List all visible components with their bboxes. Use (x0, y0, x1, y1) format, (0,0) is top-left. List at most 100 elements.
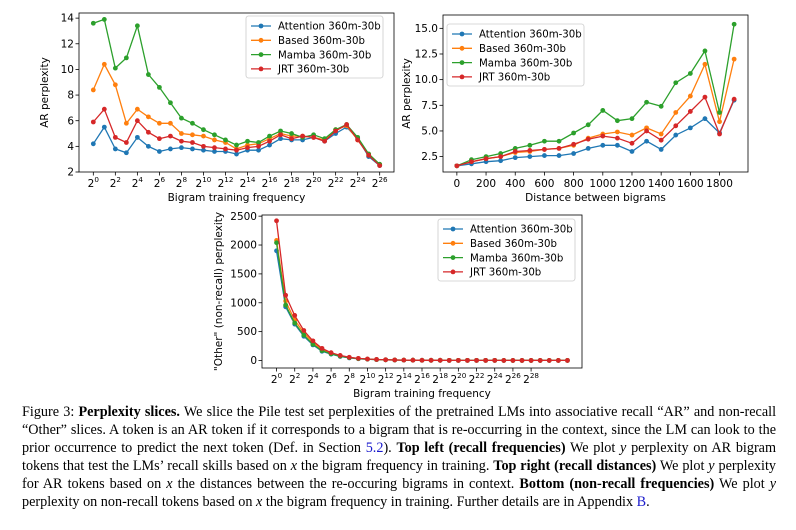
data-point (392, 357, 398, 363)
section-link[interactable]: 5.2 (365, 440, 384, 456)
data-point (465, 357, 470, 363)
x-tick-base: 2 (414, 374, 421, 386)
x-tick-label: 1600 (677, 178, 704, 190)
data-point (600, 133, 606, 139)
x-tick-label: 226 (372, 175, 388, 190)
x-tick-label: 600 (534, 178, 554, 190)
y-tick-label: 2000 (230, 240, 257, 252)
data-point (101, 17, 107, 22)
data-point (212, 145, 217, 151)
x-tick-label: 1000 (589, 178, 616, 190)
x-tick-base: 2 (487, 374, 494, 386)
data-point (112, 134, 118, 140)
legend: Attention 360m-30b Based 360m-30b Mamba 36… (446, 23, 585, 87)
data-point (687, 125, 693, 131)
caption-text: perplexity on AR bigram tokens that test… (22, 440, 777, 474)
x-tick-base: 2 (505, 374, 512, 386)
x-axis-label: Distance between bigrams (525, 192, 666, 204)
data-point (123, 55, 129, 61)
data-point (629, 116, 635, 122)
legend-label: JRT 360m-30b (469, 268, 541, 279)
caption-text: We plot (565, 440, 621, 456)
data-point (157, 120, 162, 126)
legend-label: Based 360m-30b (278, 36, 365, 47)
appendix-link[interactable]: B (636, 494, 647, 510)
x-tick-exponent: 4 (314, 371, 319, 380)
y-tick-label: 6 (67, 115, 74, 127)
x-tick-base: 2 (262, 178, 269, 190)
data-point (346, 354, 352, 360)
data-point (717, 131, 722, 137)
data-point (658, 131, 664, 137)
x-tick-exponent: 16 (421, 371, 431, 380)
data-point (319, 345, 325, 351)
data-point (542, 138, 547, 144)
data-point (311, 134, 316, 140)
y-axis-label: AR perplexity (401, 58, 413, 129)
data-point (501, 358, 507, 363)
legend: Attention 360m-30b Based 360m-30b Mamba 36… (437, 218, 576, 282)
legend-label: JRT 360m-30b (277, 65, 349, 76)
data-point (731, 21, 737, 27)
x-tick-label: 400 (505, 178, 525, 190)
data-point (278, 128, 283, 134)
x-tick-exponent: 28 (530, 371, 540, 380)
data-point (112, 82, 118, 88)
data-point (328, 350, 334, 356)
y-tick-label: 1000 (230, 297, 257, 309)
data-point (292, 313, 298, 318)
data-point (157, 149, 162, 154)
x-tick-exponent: 8 (182, 175, 187, 184)
data-point (455, 357, 461, 363)
data-point (717, 119, 722, 125)
x-tick-label: 220 (450, 371, 466, 386)
legend-swatch-marker (258, 52, 264, 57)
y-tick-label: 5.0 (421, 126, 438, 138)
legend-swatch-marker (450, 240, 456, 246)
series-jrt (274, 218, 570, 363)
data-point (498, 158, 504, 164)
data-point (283, 292, 289, 298)
data-point (673, 80, 679, 86)
x-tick-base: 2 (432, 374, 439, 386)
x-tick-base: 2 (196, 178, 203, 190)
x-tick-exponent: 12 (384, 371, 393, 380)
data-point (658, 147, 664, 152)
data-point (702, 94, 708, 100)
x-tick-label: 216 (262, 175, 278, 190)
caption-var: y (769, 476, 777, 492)
data-point (519, 358, 525, 363)
x-tick-base: 2 (372, 178, 379, 190)
data-point (123, 150, 129, 156)
data-point (223, 146, 228, 152)
data-point (289, 136, 294, 142)
legend-swatch-marker (258, 23, 264, 29)
data-point (179, 115, 184, 121)
data-point (234, 151, 239, 157)
legend-box (446, 23, 585, 87)
chart-top-right: 2.5 5.0 7.5 10.0 12.5 15.0 0 200 400 600 800 1000 12… (401, 14, 749, 204)
data-point (212, 137, 217, 143)
legend-swatch-marker (258, 37, 264, 43)
data-point (565, 358, 570, 363)
data-point (310, 338, 316, 344)
legend-box (245, 15, 384, 79)
x-tick-base: 2 (154, 178, 161, 190)
data-point (492, 357, 498, 363)
data-point (190, 132, 195, 138)
x-tick-label: 220 (306, 175, 322, 190)
legend-swatch-marker (459, 60, 465, 65)
data-point (274, 240, 279, 246)
data-point (333, 128, 339, 134)
data-point (101, 124, 107, 130)
x-tick-exponent: 18 (439, 371, 449, 380)
x-tick-base: 2 (88, 178, 95, 190)
data-point (717, 110, 722, 115)
x-tick-exponent: 8 (350, 371, 355, 380)
caption-var: x (166, 476, 173, 492)
data-point (223, 137, 228, 143)
data-point (212, 132, 217, 138)
x-tick-base: 2 (306, 178, 313, 190)
data-point (658, 103, 664, 109)
